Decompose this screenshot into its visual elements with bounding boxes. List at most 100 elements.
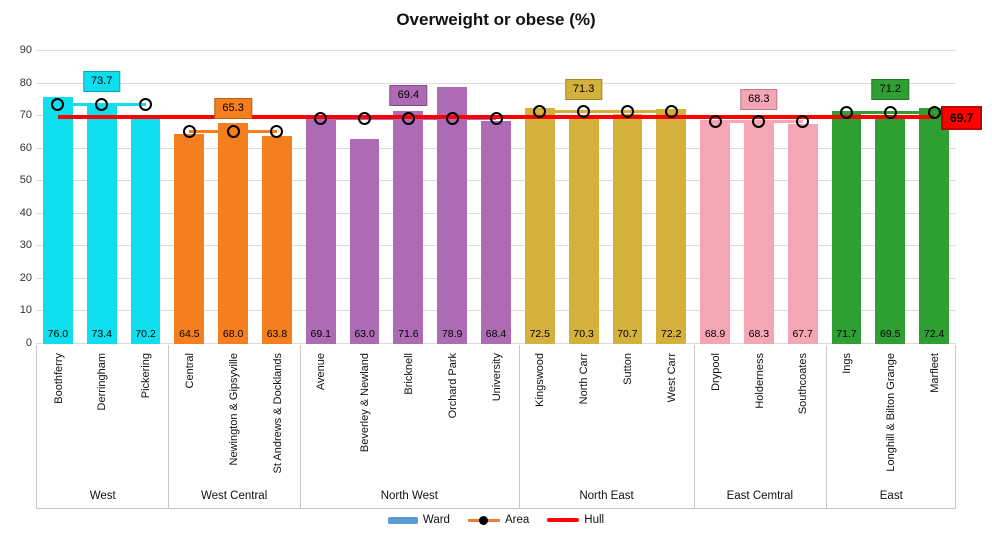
ward-label: Holderness — [753, 353, 766, 409]
area-marker — [226, 124, 240, 138]
ward-label: Central — [184, 353, 196, 389]
group-separator — [518, 345, 520, 508]
group-name-label: North East — [579, 490, 634, 502]
area-marker — [51, 97, 65, 111]
ward-label-slot: St Andrews & Docklands — [256, 353, 300, 473]
ward-label-slot: Kingswood — [519, 353, 563, 473]
ward-value-label: 64.5 — [179, 328, 200, 340]
y-tick-label: 40 — [19, 206, 32, 219]
area-marker — [839, 105, 853, 119]
ward-value-label: 68.9 — [704, 328, 726, 340]
ward-label-slot: Pickering — [125, 353, 169, 473]
y-tick-label: 60 — [19, 141, 32, 154]
ward-label-slot: Boothferry — [37, 353, 81, 473]
group-separator — [694, 345, 696, 508]
ward-label: St Andrews & Docklands — [271, 353, 284, 474]
ward-label-slot: Avenue — [300, 353, 344, 473]
area-marker — [95, 97, 109, 111]
legend-item: Area — [467, 514, 530, 526]
area-marker — [927, 105, 941, 119]
area-marker — [270, 124, 284, 138]
y-tick-label: 30 — [19, 239, 32, 252]
ward-bar: 70.3 — [568, 115, 599, 344]
ward-bar: 64.5 — [174, 134, 205, 344]
legend: Ward Area Hull — [0, 514, 992, 526]
area-marker — [577, 105, 591, 119]
ward-label: Southcoates — [797, 353, 810, 415]
ward-label: Boothferry — [52, 353, 65, 404]
ward-bar: 71.6 — [393, 110, 424, 344]
ward-label: Kingswood — [534, 353, 547, 407]
ward-value-label: 72.5 — [529, 328, 551, 340]
ward-label: University — [490, 353, 503, 402]
ward-label: Newington & Gipsyville — [227, 353, 240, 466]
ward-label-slot: Holderness — [738, 353, 782, 473]
ward-bar: 63.0 — [349, 138, 380, 344]
ward-label: West Carr — [665, 353, 678, 403]
area-marker — [620, 105, 634, 119]
group-name-label: West Central — [201, 490, 268, 502]
ward-value-label: 68.0 — [222, 328, 244, 340]
area-marker — [533, 105, 547, 119]
legend-label: Hull — [584, 514, 605, 526]
y-tick-label: 70 — [19, 109, 32, 122]
ward-value-label: 72.2 — [661, 328, 682, 340]
ward-label: Bricknell — [403, 353, 416, 395]
ward-label-slot: Newington & Gipsyville — [212, 353, 256, 473]
hull-swatch-icon — [547, 518, 580, 522]
area-swatch-dot — [478, 515, 488, 525]
area-marker — [445, 111, 459, 125]
area-marker — [314, 111, 328, 125]
ward-value-label: 63.0 — [354, 328, 375, 340]
ward-label: Ings — [841, 353, 854, 374]
plot-area: 76.0 73.4 70.2 73.7 64.5 68.0 63.8 65.3 69.1 63.0… — [36, 50, 983, 344]
ward-label-slot: Ings — [826, 353, 870, 473]
ward-label: Pickering — [140, 353, 153, 399]
ward-value-label: 70.7 — [617, 328, 638, 340]
area-value-callout: 71.3 — [564, 78, 603, 100]
ward-value-label: 76.0 — [47, 328, 69, 340]
group-name-label: East — [879, 490, 903, 502]
ward-bar: 69.1 — [305, 119, 336, 344]
ward-label: Beverley & Newland — [359, 353, 372, 453]
ward-bar: 69.5 — [875, 117, 906, 344]
area-marker — [664, 105, 678, 119]
ward-value-label: 78.9 — [441, 328, 463, 340]
ward-bar: 73.4 — [86, 105, 117, 344]
ward-value-label: 68.4 — [485, 328, 507, 340]
ward-bar: 72.2 — [656, 108, 687, 344]
group-name-label: East Cemtral — [726, 490, 794, 502]
ward-value-label: 67.7 — [792, 328, 813, 340]
area-marker — [182, 124, 196, 138]
ward-bar: 78.9 — [437, 87, 468, 344]
ward-label: Longhill & Bilton Grange — [884, 353, 897, 472]
group-name-label: West — [89, 490, 116, 502]
ward-bar: 63.8 — [262, 136, 292, 344]
x-axis-band: Boothferry Derringham Pickering West Central… — [36, 345, 956, 509]
ward-label-slot: Bricknell — [387, 353, 431, 473]
area-marker — [358, 111, 372, 125]
group-separator — [168, 345, 170, 508]
ward-bar: 68.9 — [700, 119, 730, 344]
ward-label-slot: Orchard Park — [431, 353, 475, 473]
group-name-label: North West — [380, 490, 439, 502]
ward-bar: 67.7 — [787, 123, 818, 344]
ward-label-slot: Drypool — [694, 353, 738, 473]
area-value-callout: 65.3 — [214, 98, 252, 120]
ward-label-slot: North Carr — [563, 353, 607, 473]
ward-label-slot: Beverley & Newland — [344, 353, 388, 473]
ward-bar: 76.0 — [43, 96, 73, 344]
ward-value-label: 63.8 — [266, 328, 288, 340]
ward-value-label: 70.2 — [135, 328, 156, 340]
area-line — [539, 110, 672, 114]
ward-bar: 70.2 — [130, 115, 161, 344]
y-tick-label: 90 — [19, 44, 32, 56]
ward-bar: 72.4 — [919, 108, 949, 344]
area-marker — [139, 97, 153, 111]
y-tick-label: 10 — [19, 304, 32, 317]
ward-bar: 71.7 — [831, 110, 862, 344]
legend-label: Area — [504, 514, 530, 526]
area-marker — [401, 111, 415, 125]
ward-label-slot: Derringham — [81, 353, 125, 473]
